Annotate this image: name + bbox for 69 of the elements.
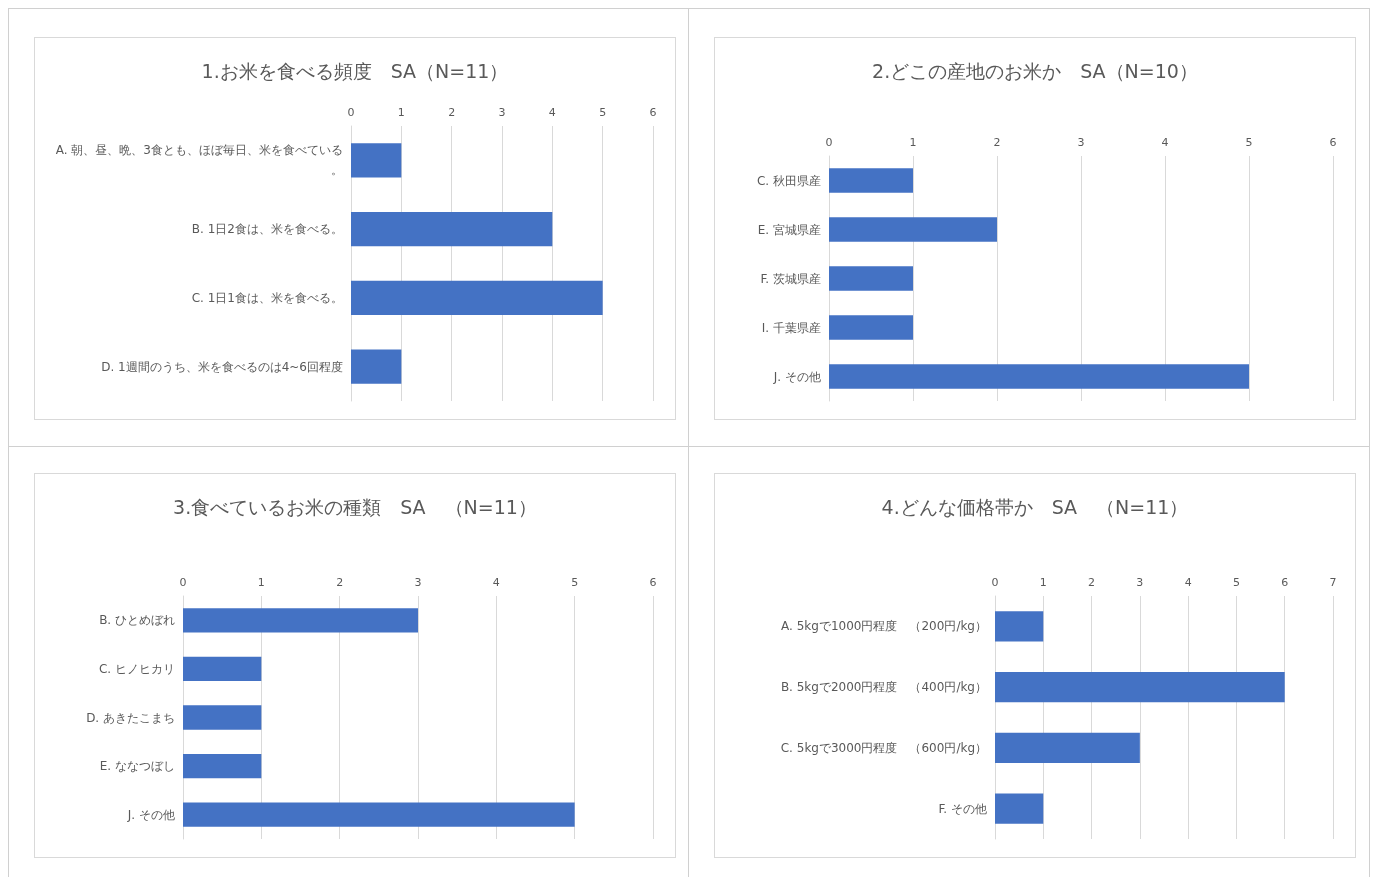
x-tick-label: 0 (347, 106, 355, 119)
y-tick-label: D. 1週間のうち、米を食べるのは4~6回程度 (101, 359, 343, 374)
x-tick-label: 0 (179, 576, 187, 589)
y-tick-label: E. 宮城県産 (757, 222, 821, 237)
y-tick-label: C. ヒノヒカリ (98, 661, 175, 676)
bar (829, 315, 913, 340)
y-tick-label: F. その他 (938, 801, 987, 816)
x-tick-label: 2 (1088, 576, 1096, 589)
bar (995, 793, 1044, 824)
y-tick-label: D. あきたこまち (86, 710, 175, 725)
y-tick-label: J. その他 (772, 369, 821, 384)
x-tick-label: 3 (1136, 576, 1144, 589)
x-tick-label: 4 (548, 106, 556, 119)
x-tick-label: 4 (1184, 576, 1192, 589)
bar (829, 168, 913, 193)
x-tick-label: 5 (599, 106, 607, 119)
x-tick-label: 6 (649, 106, 657, 119)
x-tick-label: 4 (1161, 136, 1169, 149)
x-tick-label: 2 (993, 136, 1001, 149)
bar (995, 671, 1285, 703)
bar (183, 608, 418, 633)
x-tick-label: 5 (1245, 136, 1253, 149)
bar (351, 143, 402, 178)
x-tick-label: 2 (448, 106, 456, 119)
y-tick-label: F. 茨城県産 (760, 271, 821, 286)
x-tick-label: 2 (336, 576, 344, 589)
x-tick-label: 1 (397, 106, 405, 119)
bar (829, 217, 997, 242)
x-tick-label: 3 (498, 106, 506, 119)
x-tick-label: 1 (257, 576, 265, 589)
chart-title: 1.お米を食べる頻度 SA（N=11） (201, 59, 509, 82)
x-tick-label: 6 (1281, 576, 1289, 589)
x-tick-label: 0 (991, 576, 999, 589)
bar (183, 656, 262, 682)
x-tick-label: 0 (825, 136, 833, 149)
bar (183, 802, 575, 827)
x-tick-label: 3 (1077, 136, 1085, 149)
y-tick-label: B. ひとめぼれ (99, 613, 175, 628)
y-tick-label: I. 千葉県産 (761, 320, 821, 335)
y-tick-label: E. ななつぼし (99, 759, 175, 774)
x-tick-label: 5 (571, 576, 579, 589)
bar (183, 753, 262, 779)
bar (829, 364, 1249, 389)
bar (351, 280, 603, 316)
y-tick-label: A. 朝、昼、晩、3食とも、ほぼ毎日、米を食べている。 (55, 143, 343, 178)
x-tick-label: 3 (414, 576, 422, 589)
y-tick-label: J. その他 (126, 807, 175, 822)
y-tick-label: B. 1日2食は、米を食べる。 (191, 222, 343, 237)
x-tick-label: 6 (1329, 136, 1337, 149)
x-tick-label: 5 (1232, 576, 1240, 589)
x-tick-label: 1 (1039, 576, 1047, 589)
y-tick-label: C. 1日1食は、米を食べる。 (191, 290, 343, 305)
bar (829, 266, 913, 291)
y-tick-label: C. 5kgで3000円程度 （600円/kg） (780, 740, 987, 755)
bar (351, 211, 553, 247)
y-tick-label: A. 5kgで1000円程度 （200円/kg） (781, 619, 987, 634)
bar (351, 349, 402, 384)
x-tick-label: 1 (909, 136, 917, 149)
y-tick-label: C. 秋田県産 (756, 173, 821, 188)
y-tick-label: B. 5kgで2000円程度 （400円/kg） (780, 680, 987, 695)
x-tick-label: 4 (492, 576, 500, 589)
bar (995, 611, 1044, 642)
bar (183, 705, 262, 730)
chart-title: 3.食べているお米の種類 SA （N=11） (173, 495, 537, 518)
chart-title: 2.どこの産地のお米か SA（N=10） (872, 59, 1198, 82)
x-tick-label: 6 (649, 576, 657, 589)
chart-title: 4.どんな価格帯か SA （N=11） (881, 495, 1189, 518)
bar (995, 732, 1140, 764)
x-tick-label: 7 (1329, 576, 1337, 589)
